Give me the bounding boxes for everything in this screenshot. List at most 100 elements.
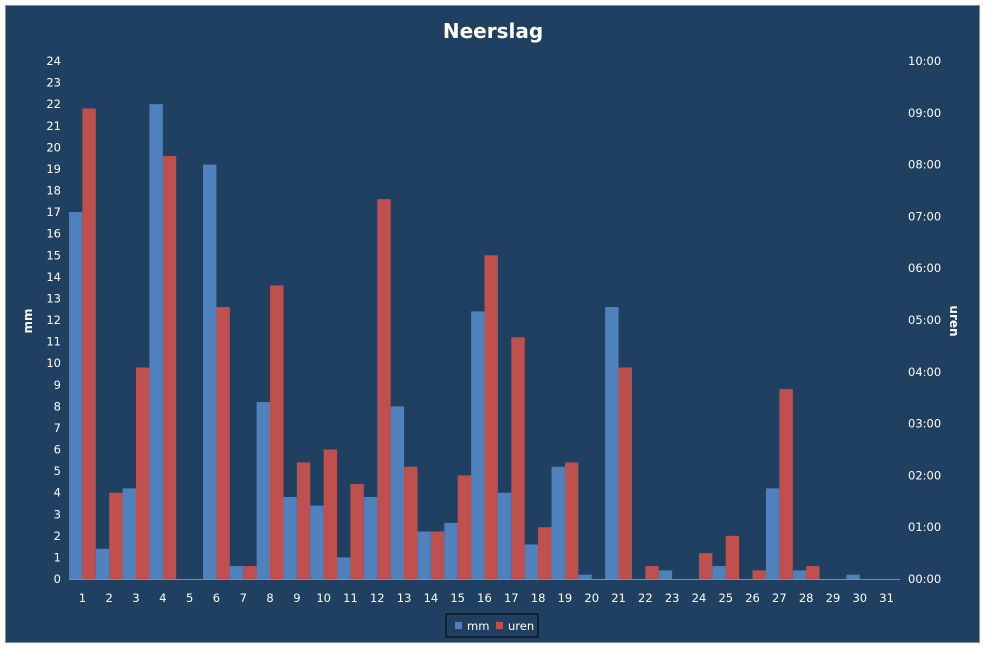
- x-tick-label: 26: [745, 591, 760, 605]
- bar-mm-day-3: [122, 488, 137, 579]
- bar-uren-day-28: [806, 566, 820, 579]
- y-tick-label: 15: [46, 248, 61, 262]
- bar-mm-day-21: [605, 307, 619, 579]
- x-tick-label: 9: [293, 591, 300, 605]
- legend-swatch-mm: [455, 622, 462, 629]
- bar-uren-day-8: [270, 285, 284, 579]
- y-tick-label: 2: [54, 529, 61, 543]
- x-tick-label: 18: [531, 591, 546, 605]
- bar-mm-day-16: [471, 311, 485, 579]
- bar-uren-day-19: [564, 462, 579, 579]
- y2-tick-label: 08:00: [908, 158, 941, 172]
- bar-mm-day-11: [337, 557, 351, 579]
- bar-uren-day-13: [404, 466, 418, 579]
- y-tick-label: 24: [46, 54, 61, 68]
- x-tick-label: 22: [638, 591, 653, 605]
- bar-mm-day-2: [95, 548, 110, 579]
- y-tick-label: 11: [46, 335, 61, 349]
- bar-uren-day-16: [484, 255, 498, 579]
- x-tick-label: 29: [826, 591, 841, 605]
- precipitation-chart: Neerslag 0123456789101112131415161718192…: [21, 19, 961, 638]
- bar-uren-day-4: [162, 155, 177, 579]
- x-tick-label: 25: [718, 591, 733, 605]
- bar-mm-day-15: [444, 522, 458, 579]
- bar-mm-day-17: [497, 492, 512, 579]
- bar-mm-day-28: [792, 570, 807, 579]
- bar-uren-day-1: [82, 108, 96, 579]
- y-tick-label: 3: [54, 507, 61, 521]
- y2-tick-label: 02:00: [908, 468, 941, 482]
- chart-frame: Neerslag 0 1 2 3 4 5 6 7 8 9 10 11 12 13 14 15 16 17 18 19 2…: [5, 5, 980, 643]
- y2-tick-label: 09:00: [908, 106, 941, 120]
- bar-mm-day-23: [658, 570, 673, 579]
- bar-uren-day-14: [430, 531, 445, 579]
- y2-tick-label: 03:00: [908, 417, 941, 431]
- bar-uren-day-12: [377, 199, 391, 579]
- bar-mm-day-13: [390, 406, 405, 579]
- y-axis-right-ticks: 00:00 01:00 02:00 03:00 04:00 05:00 06:00 07:00…: [908, 54, 941, 586]
- x-tick-label: 20: [584, 591, 599, 605]
- bar-mm-day-6: [203, 164, 217, 579]
- bar-mm-day-7: [229, 566, 244, 579]
- bar-mm-day-25: [712, 566, 726, 579]
- bar-mm-day-30: [846, 574, 860, 579]
- y-tick-label: 14: [46, 270, 61, 284]
- y-tick-label: 10: [46, 356, 61, 370]
- x-tick-label: 27: [772, 591, 787, 605]
- x-tick-label: 11: [343, 591, 358, 605]
- bar-uren-day-24: [698, 553, 713, 579]
- x-tick-label: 16: [477, 591, 492, 605]
- bar-uren-day-21: [618, 367, 632, 579]
- bar-mm-day-20: [578, 574, 592, 579]
- y-tick-label: 0: [54, 572, 61, 586]
- bar-uren-day-22: [645, 566, 659, 579]
- legend-label-mm: mm: [467, 619, 489, 633]
- y2-tick-label: 10:00: [908, 54, 941, 68]
- bar-uren-day-18: [538, 527, 552, 579]
- bar-uren-day-15: [457, 475, 472, 579]
- legend: mm uren: [445, 613, 539, 638]
- y-tick-label: 13: [46, 291, 61, 305]
- x-tick-label: 13: [397, 591, 412, 605]
- y-tick-label: 20: [46, 140, 61, 154]
- y-tick-label: 17: [46, 205, 61, 219]
- y-tick-label: 22: [46, 97, 61, 111]
- bar-uren-day-7: [243, 566, 257, 579]
- bar-mm-day-18: [524, 544, 539, 579]
- bar-mm-day-1: [69, 212, 83, 580]
- x-tick-label: 1: [79, 591, 86, 605]
- y-tick-label: 4: [54, 486, 61, 500]
- x-tick-label: 24: [692, 591, 707, 605]
- bar-uren-day-17: [511, 337, 525, 579]
- y2-tick-label: 00:00: [908, 572, 941, 586]
- bar-uren-day-10: [323, 449, 338, 579]
- bar-mm-day-12: [363, 496, 378, 579]
- y-tick-label: 1: [54, 550, 61, 564]
- bar-uren-day-9: [296, 462, 311, 579]
- x-tick-label: 8: [266, 591, 273, 605]
- y-tick-label: 19: [46, 162, 61, 176]
- y-axis-right-label: uren: [947, 305, 961, 336]
- y-tick-label: 12: [46, 313, 61, 327]
- y-tick-label: 18: [46, 184, 61, 198]
- x-axis-ticks: 1 2 3 4 5 6 7 8 9 10 11 12 13 14 15 16 17 18 19 20 21 22 23 24 2…: [79, 591, 894, 605]
- x-tick-label: 5: [186, 591, 193, 605]
- y2-tick-label: 07:00: [908, 209, 941, 223]
- y-tick-label: 8: [54, 399, 61, 413]
- bar-uren-day-25: [725, 535, 740, 579]
- y-tick-label: 16: [46, 227, 61, 241]
- bar-mm-day-8: [256, 402, 271, 579]
- y2-tick-label: 06:00: [908, 261, 941, 275]
- bar-mm-day-19: [551, 466, 565, 579]
- y-tick-label: 6: [54, 443, 61, 457]
- x-tick-label: 2: [106, 591, 113, 605]
- y-tick-label: 21: [46, 119, 61, 133]
- y-tick-label: 9: [54, 378, 61, 392]
- bar-mm-day-27: [765, 488, 780, 579]
- x-tick-label: 14: [424, 591, 439, 605]
- bar-uren-day-11: [350, 484, 364, 579]
- x-tick-label: 17: [504, 591, 519, 605]
- x-tick-label: 30: [852, 591, 867, 605]
- legend-label-uren: uren: [508, 619, 534, 633]
